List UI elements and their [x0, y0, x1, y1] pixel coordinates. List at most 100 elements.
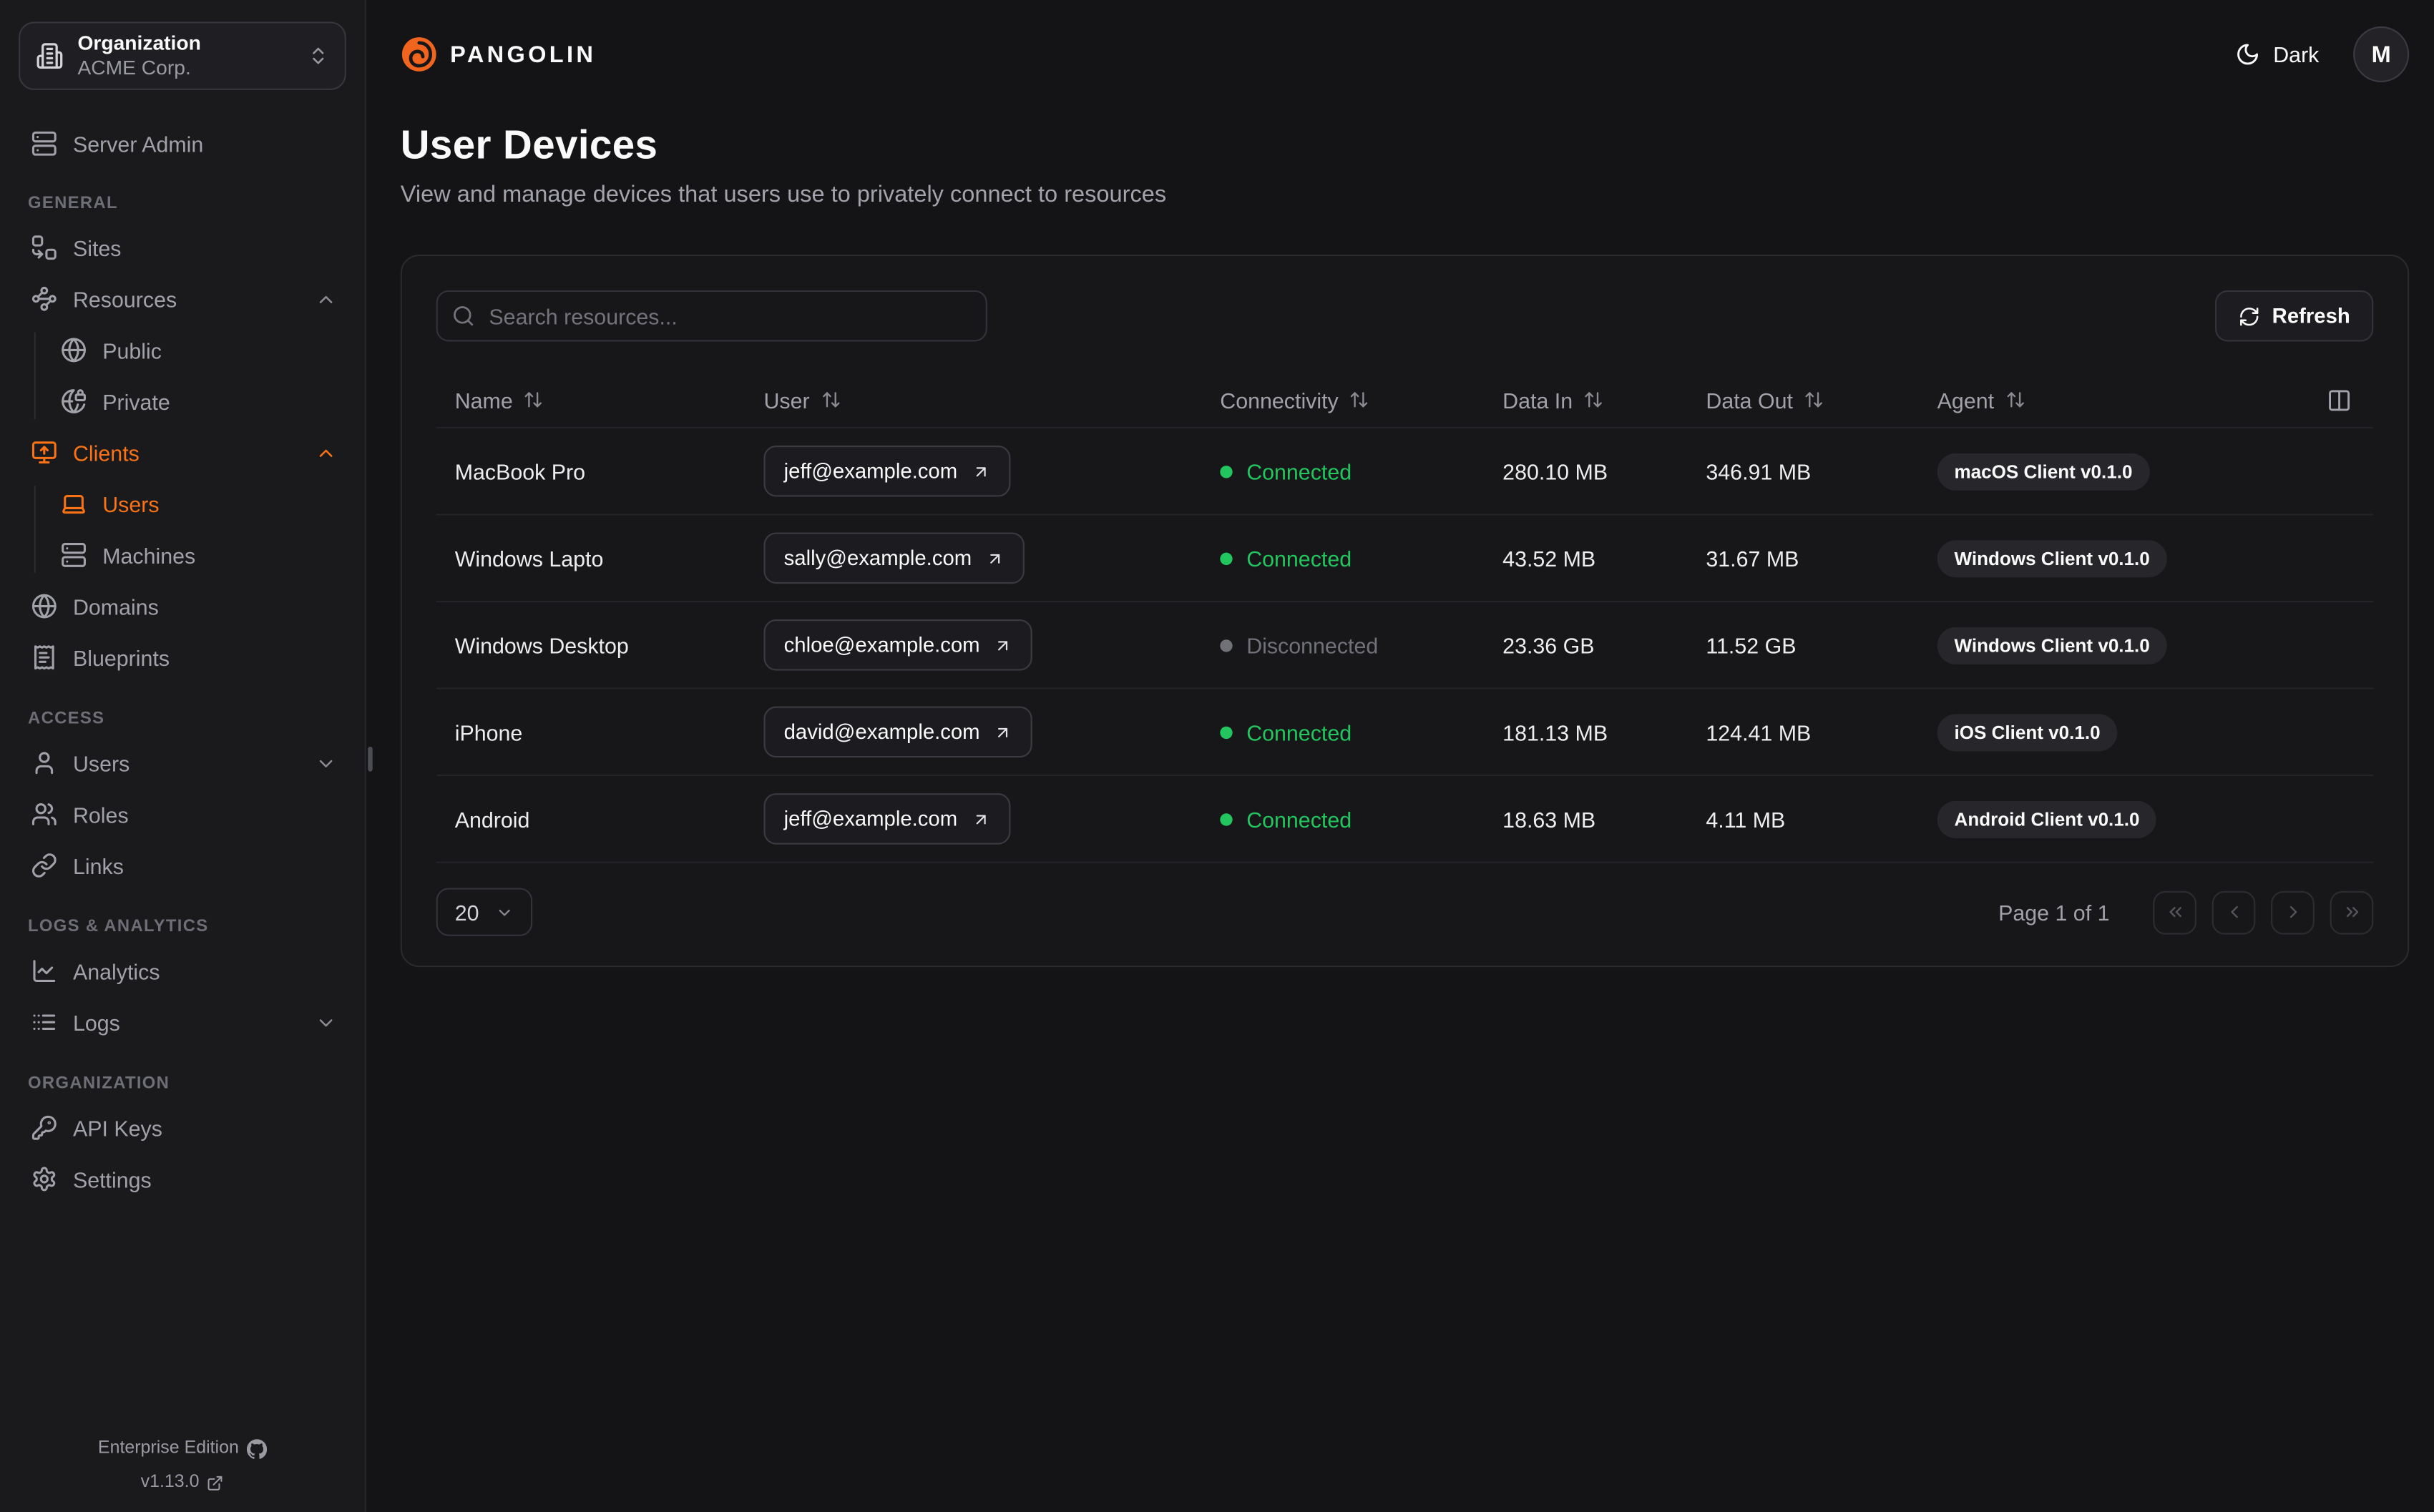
link-icon — [31, 853, 57, 879]
column-header-user[interactable]: User — [763, 387, 1220, 413]
sidebar-item-users[interactable]: Users — [19, 737, 346, 789]
column-label: Name — [454, 387, 513, 413]
sidebar-item-logs[interactable]: Logs — [19, 996, 346, 1048]
data-in-value: 181.13 MB — [1502, 719, 1608, 745]
first-page-button[interactable] — [2153, 890, 2196, 934]
globe-lock-icon — [61, 388, 87, 415]
theme-toggle[interactable]: Dark — [2236, 42, 2319, 67]
version-link[interactable]: v1.13.0 — [0, 1466, 365, 1500]
sidebar-item-label: Public — [102, 338, 162, 363]
user-email: chloe@example.com — [783, 633, 980, 657]
data-in-value: 280.10 MB — [1502, 458, 1608, 484]
data-out-value: 11.52 GB — [1706, 632, 1797, 658]
user-link-button[interactable]: chloe@example.com — [763, 619, 1033, 671]
column-header-name[interactable]: Name — [454, 387, 764, 413]
status-dot — [1220, 725, 1233, 739]
table-row: Windows Lapto sally@example.com Connecte… — [436, 516, 2374, 603]
sidebar-item-client-users[interactable]: Users — [19, 478, 346, 529]
clients-submenu: Users Machines — [19, 478, 346, 580]
search-input[interactable] — [436, 290, 987, 342]
sidebar-item-machines[interactable]: Machines — [19, 529, 346, 581]
user-link-button[interactable]: jeff@example.com — [763, 445, 1010, 497]
sidebar-item-label: Links — [72, 853, 124, 878]
search-icon — [451, 304, 475, 328]
brand-name: PANGOLIN — [450, 41, 597, 68]
status-label: Connected — [1246, 806, 1352, 832]
chevron-left-icon — [2224, 902, 2244, 922]
sidebar-item-resources[interactable]: Resources — [19, 273, 346, 325]
device-name-cell: Windows Lapto — [455, 546, 764, 571]
chevrons-left-icon — [2165, 902, 2185, 922]
connectivity-cell: Connected — [1220, 806, 1502, 832]
last-page-button[interactable] — [2330, 890, 2374, 934]
device-name: MacBook Pro — [454, 458, 586, 484]
sidebar-item-label: Settings — [72, 1167, 152, 1192]
user-link-button[interactable]: jeff@example.com — [763, 793, 1010, 845]
avatar[interactable]: M — [2353, 26, 2410, 83]
sidebar-item-server-admin[interactable]: Server Admin — [19, 118, 346, 170]
connectivity-cell: Disconnected — [1220, 632, 1502, 657]
sidebar-item-label: Blueprints — [72, 644, 170, 670]
sidebar-item-private[interactable]: Private — [19, 375, 346, 427]
status-dot — [1220, 551, 1233, 564]
agent-badge: macOS Client v0.1.0 — [1937, 452, 2150, 490]
column-visibility-button[interactable] — [2324, 384, 2355, 415]
agent-badge: iOS Client v0.1.0 — [1937, 713, 2118, 751]
version-label: v1.13.0 — [140, 1473, 200, 1492]
sidebar-item-label: Server Admin — [72, 131, 204, 157]
user-link-button[interactable]: david@example.com — [763, 706, 1033, 758]
chevron-up-icon — [315, 288, 336, 310]
device-name-cell: Android — [455, 807, 764, 832]
sidebar-item-label: Private — [102, 388, 170, 414]
sidebar-item-public[interactable]: Public — [19, 325, 346, 376]
sidebar-item-links[interactable]: Links — [19, 840, 346, 891]
sidebar-item-clients[interactable]: Clients — [19, 427, 346, 478]
sidebar-item-sites[interactable]: Sites — [19, 222, 346, 273]
next-page-button[interactable] — [2271, 890, 2315, 934]
chevron-right-icon — [2282, 902, 2302, 922]
user-email: jeff@example.com — [783, 459, 958, 483]
sidebar-item-domains[interactable]: Domains — [19, 581, 346, 632]
arrow-up-right-icon — [994, 636, 1012, 654]
chevrons-up-down-icon — [308, 45, 329, 67]
org-switcher[interactable]: Organization ACME Corp. — [19, 21, 346, 90]
user-link-button[interactable]: sally@example.com — [763, 532, 1025, 584]
edition-link[interactable]: Enterprise Edition — [0, 1431, 365, 1466]
status-label: Disconnected — [1246, 632, 1379, 658]
sidebar-item-blueprints[interactable]: Blueprints — [19, 632, 346, 683]
status-label: Connected — [1246, 458, 1352, 484]
connectivity-cell: Connected — [1220, 546, 1502, 571]
external-link-icon — [207, 1474, 224, 1491]
agent-cell: Android Client v0.1.0 — [1937, 800, 2355, 838]
page-size-value: 20 — [454, 899, 479, 925]
sidebar-item-label: Domains — [72, 594, 159, 619]
sidebar-item-settings[interactable]: Settings — [19, 1154, 346, 1205]
column-header-connectivity[interactable]: Connectivity — [1220, 388, 1502, 412]
page-size-select[interactable]: 20 — [436, 888, 532, 936]
status-dot — [1220, 465, 1233, 478]
column-header-agent[interactable]: Agent — [1937, 388, 2355, 412]
main-content: PANGOLIN Dark M User Devices View and ma… — [366, 0, 2434, 1512]
devices-card: Refresh Name User Connectivity — [400, 254, 2410, 968]
sidebar-scrollbar-thumb[interactable] — [368, 746, 373, 772]
arrow-up-right-icon — [972, 462, 990, 481]
refresh-button[interactable]: Refresh — [2214, 290, 2374, 342]
gear-icon — [31, 1166, 57, 1192]
column-label: User — [763, 387, 810, 413]
column-header-data-in[interactable]: Data In — [1502, 388, 1706, 412]
pagination-bar: 20 Page 1 of 1 — [436, 888, 2374, 936]
user-cell: david@example.com — [763, 706, 1220, 758]
sidebar-footer: Enterprise Edition v1.13.0 — [0, 1431, 365, 1499]
previous-page-button[interactable] — [2211, 890, 2256, 934]
sort-icon — [821, 390, 841, 410]
agent-badge: Android Client v0.1.0 — [1937, 800, 2157, 838]
table-header: Name User Connectivity Data In — [436, 373, 2374, 429]
column-header-data-out[interactable]: Data Out — [1706, 388, 1937, 412]
github-icon — [247, 1438, 267, 1458]
sidebar-item-label: Users — [102, 491, 160, 516]
sidebar-item-roles[interactable]: Roles — [19, 789, 346, 840]
sidebar-item-analytics[interactable]: Analytics — [19, 946, 346, 997]
agent-cell: Windows Client v0.1.0 — [1937, 626, 2355, 664]
brand-logo[interactable]: PANGOLIN — [401, 36, 597, 73]
sidebar-item-api-keys[interactable]: API Keys — [19, 1102, 346, 1154]
